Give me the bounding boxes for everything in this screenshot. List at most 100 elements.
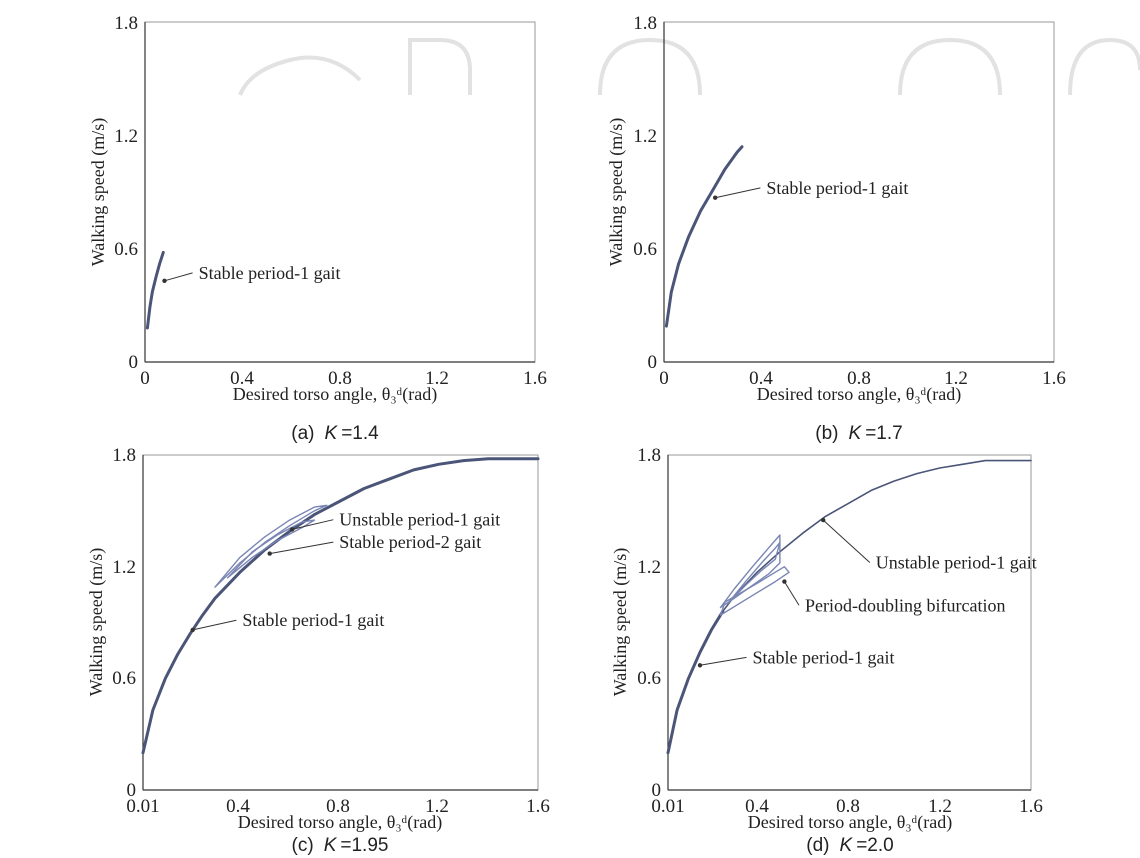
y-tick-label: 1.8 [633,13,657,34]
y-tick-label: 0 [127,780,137,801]
series-line-stable-0 [141,457,540,755]
caption-k: K [324,835,338,856]
chart-panel-a: 0 0.6 1.2 1.8 0 0.4 0.8 1.2 1.6 Desired … [88,13,547,444]
annotation-label: Period-doubling bifurcation [805,595,1005,615]
annotation-label: Stable period-2 gait [339,532,481,552]
y-tick-labels: 0 0.6 1.2 1.8 [114,13,138,373]
panel-caption: (d) K =2.0 [806,835,893,856]
panel-caption: (a) K =1.4 [291,423,379,444]
annotation-leader [783,581,800,606]
y-tick-labels: 0 0.6 1.2 1.8 [633,13,657,373]
y-tick-label: 1.8 [112,445,136,466]
caption-value: =1.4 [341,423,379,444]
series-line-loop-2 [226,519,316,579]
chart-marks: Stable period-1 gait [664,145,908,328]
y-tick-label: 0 [652,780,662,801]
caption-prefix: (a) [291,423,314,444]
series-line-loop-4 [719,566,790,616]
panel-caption: (b) K =1.7 [815,423,902,444]
x-axis-label: Desired torso angle, θ₃ᵈ(rad) [238,812,442,833]
caption-prefix: (b) [815,423,838,444]
annotation-leader [822,519,871,563]
chart-panel-b: 0 0.6 1.2 1.8 0 0.4 0.8 1.2 1.6 Desired … [606,13,1066,444]
x-tick-labels: 0 0.4 0.8 1.2 1.6 [659,368,1066,389]
x-axis-label: Desired torso angle, θ₃ᵈ(rad) [757,384,961,405]
caption-k: K [325,423,339,444]
x-tick-label: 1.6 [523,368,547,389]
x-tick-label: 1.2 [425,796,449,817]
x-axis-label: Desired torso angle, θ₃ᵈ(rad) [233,384,437,405]
annotation-leader [291,519,334,530]
x-tick-label: 1.6 [1042,368,1066,389]
annotation-leader [192,619,237,631]
caption-value: =1.95 [340,835,388,856]
x-tick-labels: 0.01 0.4 0.8 1.2 1.6 [126,796,550,817]
y-tick-label: 1.8 [637,445,661,466]
x-tick-label: 0.4 [745,796,769,817]
annotation-label: Stable period-1 gait [199,263,341,283]
annotation-leader [699,656,747,666]
series-line-stable-0 [145,250,165,330]
y-tick-label: 1.2 [633,126,657,147]
x-tick-label: 1.2 [944,368,968,389]
annotation-arrowhead [821,517,826,523]
x-tick-label: 0.4 [230,368,254,389]
annotation-label: Stable period-1 gait [753,647,895,667]
y-tick-label: 1.2 [637,557,661,578]
x-tick-label: 1.6 [526,796,550,817]
plot-frame [144,21,536,363]
y-tick-label: 0 [648,352,658,373]
x-axis-label: Desired torso angle, θ₃ᵈ(rad) [748,812,952,833]
series-line-stable-0 [664,145,744,328]
annotation-label: Stable period-1 gait [766,178,908,198]
x-tick-label: 0.01 [126,796,159,817]
series-line-loop-3 [726,541,781,605]
annotation-arrowhead [289,527,295,532]
annotation-label: Stable period-1 gait [242,610,384,630]
panel-caption: (c) K =1.95 [292,835,389,856]
caption-k: K [849,423,863,444]
x-tick-label: 0.4 [226,796,250,817]
annotation-arrowhead [697,663,703,668]
y-axis-label: Walking speed (m/s) [610,548,631,697]
caption-prefix: (d) [806,835,829,856]
annotation-arrowhead [782,579,787,584]
y-axis-label: Walking speed (m/s) [86,548,107,697]
x-tick-label: 0.8 [836,796,860,817]
caption-value: =2.0 [856,835,894,856]
y-tick-label: 1.8 [114,13,138,34]
annotation-label: Unstable period-1 gait [339,510,500,530]
annotation-label: Unstable period-1 gait [876,553,1037,573]
plot-frame [667,454,1032,791]
chart-panel-d: 0 0.6 1.2 1.8 0.01 0.4 0.8 1.2 1.6 Desir… [610,445,1043,856]
chart-marks: Unstable period-1 gait Period-doubling bi… [666,459,1037,755]
x-tick-label: 0.8 [326,796,350,817]
y-tick-label: 1.2 [112,557,136,578]
annotation-leader [164,272,193,282]
annotation-arrowhead [190,627,195,633]
watermark-logo [238,37,1140,96]
x-tick-label: 0.8 [847,368,871,389]
x-tick-label: 1.2 [928,796,952,817]
annotation-arrowhead [162,278,167,283]
caption-k: K [840,835,854,856]
y-tick-label: 1.2 [114,126,138,147]
x-tick-label: 1.6 [1019,796,1043,817]
y-axis-label: Walking speed (m/s) [88,118,109,267]
x-tick-labels: 0.01 0.4 0.8 1.2 1.6 [651,796,1043,817]
x-tick-label: 1.2 [425,368,449,389]
y-tick-label: 0 [129,352,139,373]
annotation-arrowhead [713,195,718,200]
annotation-leader [269,541,334,555]
annotation-arrowhead [267,551,272,556]
y-tick-label: 0.6 [637,668,661,689]
x-tick-label: 0 [140,368,150,389]
caption-prefix: (c) [292,835,314,856]
annotation-leader [715,187,761,199]
x-tick-label: 0.4 [749,368,773,389]
x-tick-labels: 0 0.4 0.8 1.2 1.6 [140,368,547,389]
chart-panel-c: 0 0.6 1.2 1.8 0.01 0.4 0.8 1.2 1.6 Desir… [86,445,550,856]
x-tick-label: 0 [659,368,669,389]
